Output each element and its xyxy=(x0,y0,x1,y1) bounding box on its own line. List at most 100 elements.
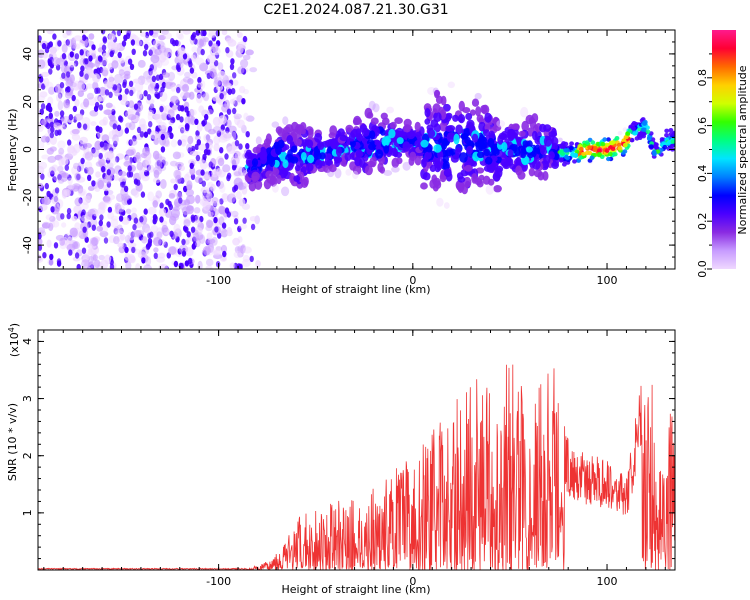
x-tick-label: 0 xyxy=(409,274,416,287)
spectrogram-cell xyxy=(226,119,232,128)
spectrogram-cell xyxy=(221,193,228,200)
spectrogram-cell xyxy=(170,139,177,148)
spectrogram-cell xyxy=(233,184,239,191)
spectrogram-cell xyxy=(642,131,647,136)
spectrogram-cell xyxy=(349,139,356,148)
spectrogram-cell xyxy=(57,178,65,184)
spectrogram-cell xyxy=(111,42,120,51)
spectrogram-cell xyxy=(224,207,230,214)
spectrogram-cell xyxy=(662,144,668,150)
spectrogram-cell xyxy=(144,43,149,51)
spectrogram-cell xyxy=(221,30,228,36)
spectrogram-cell xyxy=(42,252,47,259)
spectrogram-cell xyxy=(88,55,93,62)
spectrogram-cell xyxy=(72,185,80,192)
colorbar-label: Normalized spectral amplitude xyxy=(736,65,749,234)
spectrogram-cell xyxy=(179,116,184,123)
spectrogram-cell xyxy=(232,72,237,79)
spectrogram-cell xyxy=(71,215,78,222)
spectrogram-cell xyxy=(636,133,642,139)
spectrogram-cell xyxy=(184,71,191,78)
snr-series-line xyxy=(38,364,675,570)
spectrogram-cell xyxy=(202,245,211,256)
spectrogram-cell xyxy=(153,113,162,120)
spectrogram-cell xyxy=(176,30,184,40)
spectrogram-cell xyxy=(136,90,143,100)
spectrogram-cell xyxy=(183,185,188,193)
spectrogram-cell xyxy=(531,113,539,123)
spectrogram-cell xyxy=(87,185,95,191)
spectrogram-cell xyxy=(485,184,495,195)
spectrogram-cell xyxy=(457,114,466,124)
spectrogram-cell xyxy=(48,166,56,175)
spectrogram-cell xyxy=(88,33,95,40)
spectrogram-cell xyxy=(73,80,81,91)
y-tick-label: 4 xyxy=(21,338,34,345)
spectrogram-cell xyxy=(108,33,116,41)
spectrogram-cell xyxy=(464,164,473,172)
spectrogram-cell xyxy=(191,46,198,53)
spectrogram-cell xyxy=(610,146,616,151)
spectrogram-cell xyxy=(163,241,168,248)
spectrogram-cell xyxy=(143,131,149,138)
spectrogram-cell xyxy=(306,139,314,149)
spectrogram-cell xyxy=(439,173,447,183)
spectrogram-cell xyxy=(427,129,436,138)
spectrogram-cell xyxy=(101,67,109,76)
spectrogram-cell xyxy=(173,162,183,170)
spectrogram-cell xyxy=(79,76,86,82)
spectrogram-cell xyxy=(141,257,146,264)
spectrogram-cell xyxy=(79,58,86,66)
spectrogram-cell xyxy=(160,179,167,189)
spectrogram-cell xyxy=(125,122,132,128)
spectrogram-cell xyxy=(77,122,82,129)
spectrogram-cell xyxy=(74,98,80,107)
spectrogram-cell xyxy=(180,128,186,135)
spectrogram-cell xyxy=(71,94,76,102)
y-tick-label: 40 xyxy=(21,47,34,61)
spectrogram-cell xyxy=(447,81,455,89)
spectrogram-cell xyxy=(190,54,196,61)
spectrogram-cell xyxy=(182,30,191,35)
spectrogram-cell xyxy=(234,140,240,147)
spectrogram-cell xyxy=(500,158,507,167)
spectrogram-cell xyxy=(645,129,651,134)
spectrogram-cell xyxy=(69,227,78,238)
spectrogram-cell xyxy=(181,250,187,257)
spectrogram-cell xyxy=(106,169,112,176)
spectrogram-cell xyxy=(202,92,210,102)
spectrogram-cell xyxy=(369,157,377,168)
spectrogram-cell xyxy=(74,197,83,207)
spectrogram-cell xyxy=(178,197,183,204)
spectrogram-cell xyxy=(127,58,133,65)
spectrogram-cell xyxy=(76,82,86,91)
spectrogram-cell xyxy=(488,178,495,186)
spectrogram-cell xyxy=(183,225,188,232)
spectrogram-cell xyxy=(148,49,153,56)
spectrogram-cell xyxy=(99,119,107,126)
spectrogram-cell xyxy=(483,148,491,157)
spectrogram-cell xyxy=(202,200,211,211)
spectrogram-cell xyxy=(129,63,135,70)
spectrogram-cell xyxy=(237,66,245,75)
spectrogram-cell xyxy=(434,89,441,97)
spectrogram-cell xyxy=(129,89,134,97)
spectrogram-cell xyxy=(38,35,42,42)
x-tick-label: 0 xyxy=(409,575,416,588)
spectrogram-cell xyxy=(196,122,203,132)
spectrogram-cell xyxy=(641,127,647,132)
spectrogram-cell xyxy=(462,107,471,114)
spectrogram-cell xyxy=(249,67,258,73)
spectrogram-cell xyxy=(79,30,89,34)
spectrogram-cell xyxy=(207,181,214,191)
spectrogram-cell xyxy=(668,128,674,133)
spectrogram-cell xyxy=(74,53,80,60)
spectrogram-cell xyxy=(178,124,186,130)
spectrogram-cell xyxy=(80,214,90,222)
spectrogram-cell xyxy=(195,93,203,104)
spectrogram-cell xyxy=(113,236,120,245)
spectrogram-cell xyxy=(159,42,166,49)
spectrogram-cell xyxy=(211,208,220,217)
spectrogram-cell xyxy=(651,149,657,155)
spectrogram-cell xyxy=(186,231,191,238)
